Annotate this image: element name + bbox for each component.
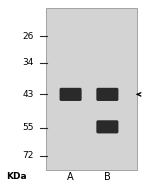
Text: 55: 55: [22, 123, 34, 132]
FancyBboxPatch shape: [96, 120, 118, 133]
Text: 72: 72: [22, 151, 34, 160]
Text: 34: 34: [22, 58, 34, 67]
Text: 43: 43: [22, 90, 34, 99]
FancyBboxPatch shape: [60, 88, 82, 101]
Text: B: B: [104, 172, 111, 182]
FancyBboxPatch shape: [46, 8, 137, 170]
FancyBboxPatch shape: [96, 88, 118, 101]
Text: KDa: KDa: [6, 172, 26, 181]
Text: A: A: [67, 172, 74, 182]
Text: 26: 26: [22, 32, 34, 41]
